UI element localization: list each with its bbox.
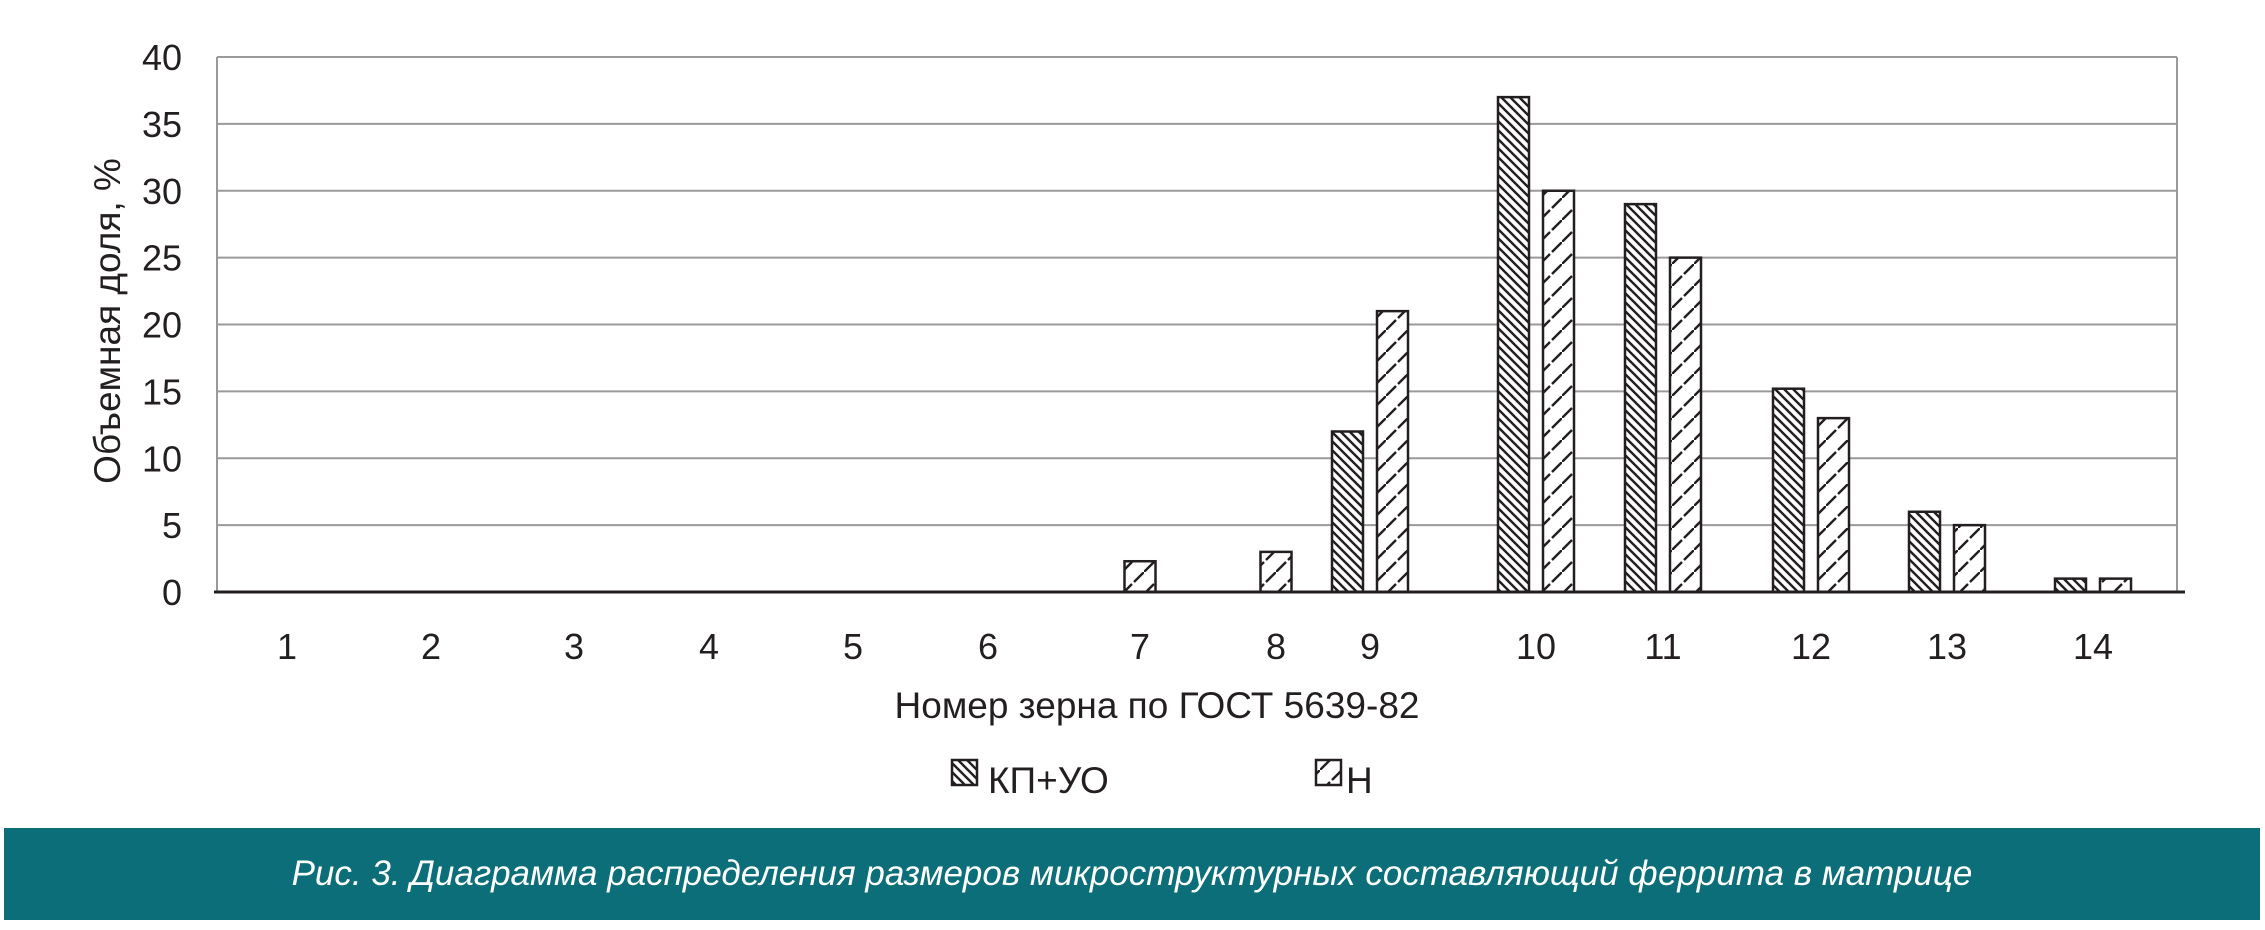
bar-n-11 xyxy=(1668,256,1703,594)
bar-n-12 xyxy=(1816,416,1851,594)
bar-n-7 xyxy=(1123,559,1157,594)
y-tick-label: 35 xyxy=(142,104,182,145)
bar-kp-uo-9 xyxy=(1330,430,1365,594)
x-tick-label: 3 xyxy=(564,626,584,667)
y-tick-label: 25 xyxy=(142,238,182,279)
legend: КП+УО Н xyxy=(950,758,1373,801)
y-tick-label: 15 xyxy=(142,371,182,412)
x-tick-label: 10 xyxy=(1516,626,1556,667)
y-tick-label: 5 xyxy=(162,505,182,546)
y-tick-label: 30 xyxy=(142,171,182,212)
figure-caption: Рис. 3. Диаграмма распределения размеров… xyxy=(291,854,1973,893)
bars xyxy=(1123,95,2133,594)
x-tick-labels: 1 2 3 4 5 6 7 8 9 10 11 12 13 14 xyxy=(277,626,2113,667)
bar-kp-uo-14 xyxy=(2053,577,2088,594)
gridlines xyxy=(216,56,2178,592)
legend-swatch-n xyxy=(1314,758,1343,787)
x-tick-label: 12 xyxy=(1791,626,1831,667)
legend-item-kp-uo: КП+УО xyxy=(950,758,1109,801)
bar-n-14 xyxy=(2098,577,2133,594)
x-tick-label: 14 xyxy=(2073,626,2113,667)
x-tick-label: 9 xyxy=(1360,626,1380,667)
y-tick-label: 10 xyxy=(142,438,182,479)
y-tick-labels: 0 5 10 15 20 25 30 35 40 xyxy=(142,37,182,613)
y-tick-label: 20 xyxy=(142,305,182,346)
bar-n-8 xyxy=(1259,550,1293,594)
x-tick-label: 1 xyxy=(277,626,297,667)
figure-caption-bar: Рис. 3. Диаграмма распределения размеров… xyxy=(4,828,2260,920)
bar-kp-uo-12 xyxy=(1771,387,1806,594)
x-tick-label: 2 xyxy=(421,626,441,667)
x-tick-label: 5 xyxy=(843,626,863,667)
bar-kp-uo-13 xyxy=(1907,510,1942,594)
bar-kp-uo-10 xyxy=(1496,95,1531,594)
legend-label-n: Н xyxy=(1346,760,1373,801)
x-tick-label: 6 xyxy=(978,626,998,667)
x-tick-label: 4 xyxy=(699,626,719,667)
x-tick-label: 11 xyxy=(1644,626,1681,667)
legend-swatch-kp-uo xyxy=(950,758,979,787)
bar-n-9 xyxy=(1375,309,1410,594)
bar-n-13 xyxy=(1952,523,1987,594)
x-tick-label: 13 xyxy=(1927,626,1967,667)
bar-n-10 xyxy=(1541,189,1576,594)
y-axis-title: Объемная доля, % xyxy=(87,158,128,484)
x-axis-title: Номер зерна по ГОСТ 5639-82 xyxy=(895,685,1420,726)
x-tick-label: 8 xyxy=(1266,626,1286,667)
bar-kp-uo-11 xyxy=(1623,202,1658,594)
legend-label-kp-uo: КП+УО xyxy=(988,760,1109,801)
x-tick-label: 7 xyxy=(1130,626,1150,667)
y-tick-label: 40 xyxy=(142,37,182,78)
y-tick-label: 0 xyxy=(162,572,182,613)
legend-item-n: Н xyxy=(1314,758,1373,801)
